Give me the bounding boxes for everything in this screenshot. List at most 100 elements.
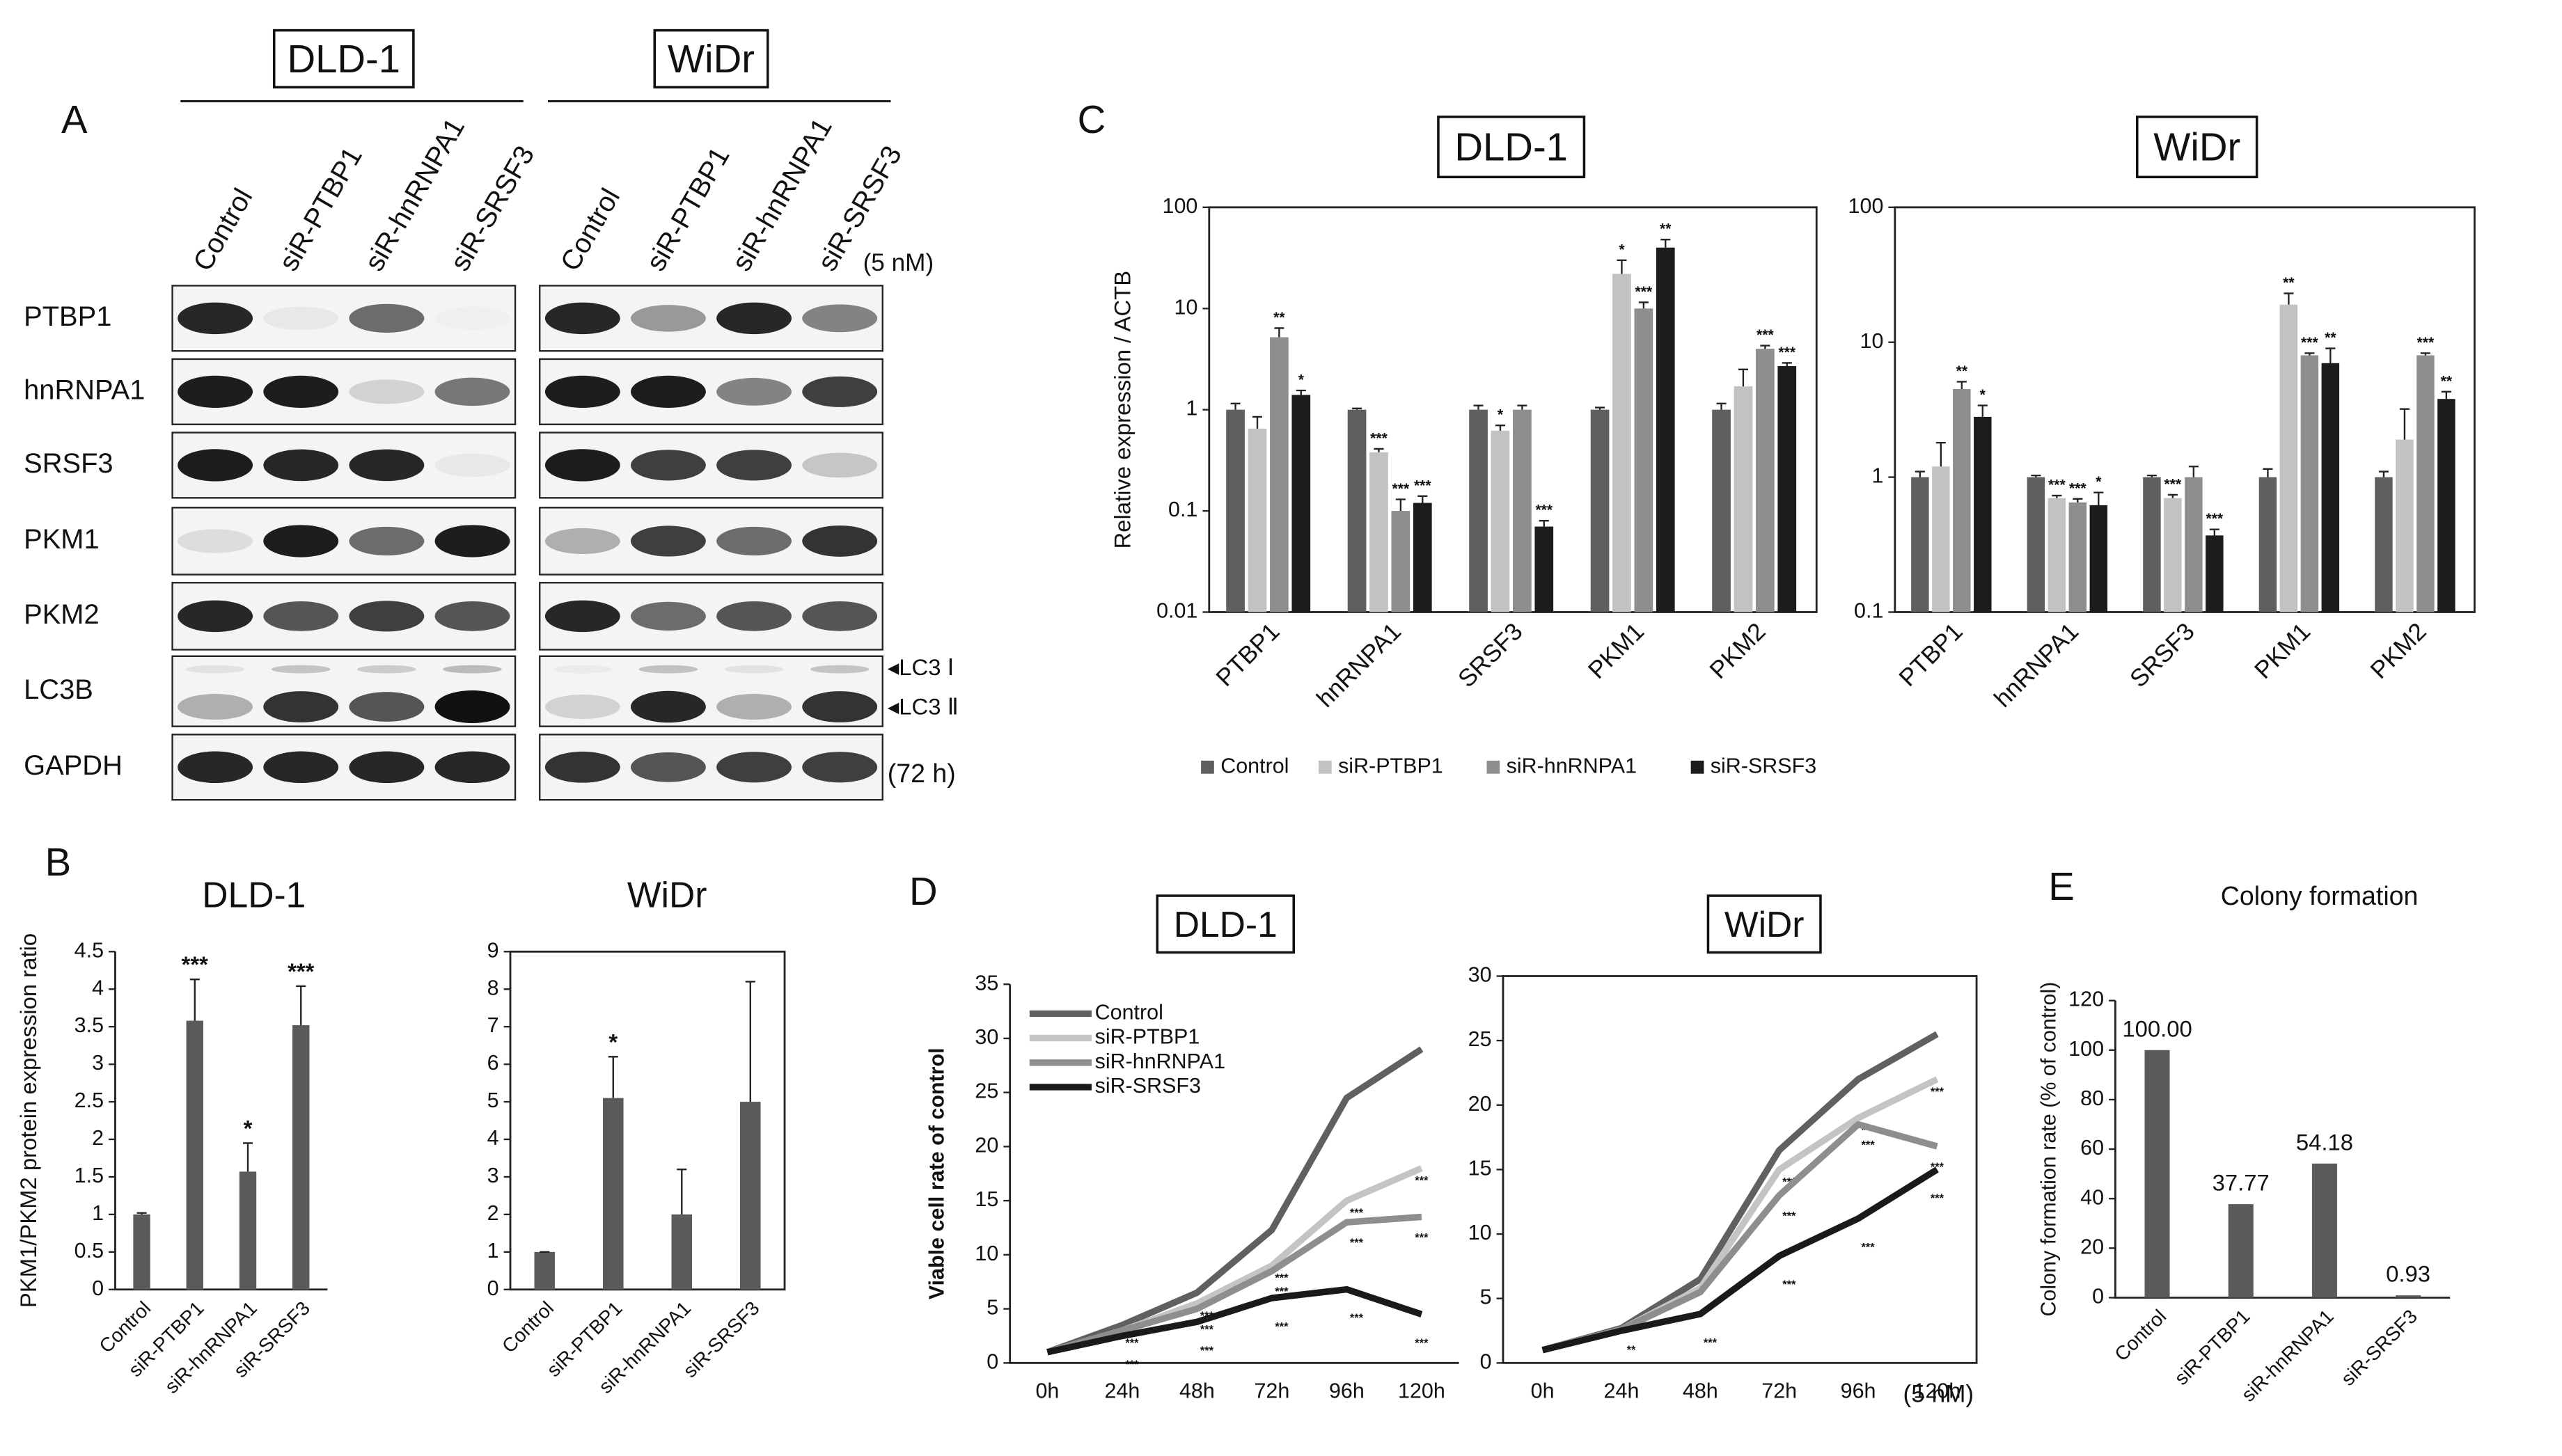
y-tick-label: 35 xyxy=(975,971,998,995)
title-box xyxy=(653,29,769,89)
title-box xyxy=(1437,116,1586,179)
bar xyxy=(2144,1050,2170,1298)
y-tick-label: 1 xyxy=(1186,397,1197,420)
panel-label: D xyxy=(909,869,938,913)
y-tick-label: 3 xyxy=(487,1164,499,1187)
blot-band xyxy=(263,375,339,408)
bar xyxy=(133,1214,150,1290)
bar xyxy=(2048,498,2066,612)
bar xyxy=(2375,477,2393,612)
error-bar xyxy=(189,979,200,1021)
significance: *** xyxy=(2069,480,2086,496)
legend-swatch xyxy=(1690,760,1704,774)
blot-band xyxy=(630,450,706,481)
blot-band xyxy=(802,525,878,557)
significance: *** xyxy=(1125,1337,1139,1350)
error-bar xyxy=(1738,368,1748,387)
y-axis-label: Viable cell rate of control xyxy=(925,1047,949,1299)
bar xyxy=(1634,308,1653,612)
blot-band xyxy=(178,529,253,553)
blot-band xyxy=(185,665,245,674)
significance: * xyxy=(608,1029,618,1054)
legend-label: siR-SRSF3 xyxy=(1095,1074,1201,1098)
value-label: 54.18 xyxy=(2296,1129,2353,1155)
significance: *** xyxy=(2048,477,2066,493)
blot-band xyxy=(630,601,706,631)
error-bar xyxy=(1517,404,1527,410)
bar xyxy=(1974,416,1992,612)
protein-label: SRSF3 xyxy=(24,448,113,479)
error-bar xyxy=(1956,381,1967,389)
y-axis-label: PKM1/PKM2 protein expression ratio xyxy=(15,933,41,1308)
bar xyxy=(186,1020,203,1290)
bar xyxy=(1612,274,1631,612)
error-bar xyxy=(296,985,306,1026)
significance: *** xyxy=(1370,430,1388,446)
significance: ** xyxy=(1660,221,1672,237)
y-tick-label: 10 xyxy=(1468,1221,1492,1244)
blot-band xyxy=(716,752,792,783)
blot-band xyxy=(434,525,510,557)
error-bar xyxy=(1296,389,1306,395)
bar xyxy=(1756,349,1775,612)
bar xyxy=(2027,477,2045,612)
y-tick-label: 2 xyxy=(487,1201,499,1225)
lc3-label: ◂LC3 Ⅱ xyxy=(888,694,959,720)
chart-title: DLD-1 xyxy=(1174,904,1278,944)
blot-band xyxy=(263,306,339,331)
bar xyxy=(2396,1295,2421,1298)
bar xyxy=(1369,452,1388,612)
chart-title: Colony formation xyxy=(2221,881,2419,910)
error-bar xyxy=(1915,470,1925,477)
y-axis-label: Colony formation rate (% of control) xyxy=(2037,982,2061,1317)
blot-band xyxy=(802,752,878,783)
blot-band xyxy=(716,693,792,720)
blot-band xyxy=(272,665,331,674)
blot-band xyxy=(802,304,878,333)
line xyxy=(1046,1285,1423,1356)
y-tick-label: 15 xyxy=(975,1187,998,1211)
title-box xyxy=(2136,116,2258,179)
blot-band xyxy=(544,449,620,482)
y-tick-label: 3.5 xyxy=(74,1013,104,1037)
y-tick-label: 0 xyxy=(92,1276,104,1300)
significance: ** xyxy=(2441,373,2453,389)
y-tick-label: 4.5 xyxy=(74,938,104,962)
y-tick-label: 3 xyxy=(92,1051,104,1075)
bar xyxy=(740,1102,761,1290)
y-tick-label: 30 xyxy=(975,1025,998,1049)
blot-band xyxy=(178,449,253,482)
error-bar xyxy=(136,1212,147,1214)
blot-band xyxy=(434,690,510,723)
error-bar xyxy=(2304,352,2315,356)
blot-band xyxy=(178,302,253,335)
error-bar xyxy=(2441,390,2451,399)
blot-band xyxy=(544,600,620,633)
y-tick-label: 7 xyxy=(487,1013,499,1037)
y-tick-label: 1.5 xyxy=(74,1164,104,1187)
blot-band xyxy=(349,526,425,556)
error-bar xyxy=(1935,441,1946,467)
y-tick-label: 100 xyxy=(1163,194,1198,218)
protein-label: PKM1 xyxy=(24,524,100,555)
line xyxy=(1046,1046,1424,1356)
x-tick-label: 48h xyxy=(1179,1379,1215,1403)
y-tick-label: 1 xyxy=(487,1239,499,1263)
bar xyxy=(1777,365,1797,612)
error-bar xyxy=(2073,498,2083,503)
blot-band xyxy=(724,665,784,674)
blot-band xyxy=(716,601,792,631)
significance: ** xyxy=(2325,330,2336,346)
bar xyxy=(2164,498,2182,612)
y-tick-label: 4 xyxy=(92,976,104,999)
bar xyxy=(2416,355,2435,612)
value-label: 37.77 xyxy=(2213,1170,2270,1196)
bar xyxy=(2321,363,2340,612)
legend-swatch xyxy=(1486,760,1500,774)
blot-band xyxy=(434,751,510,784)
x-tick-label: 48h xyxy=(1683,1379,1718,1403)
bar xyxy=(1932,466,1950,612)
panel-label: C xyxy=(1078,97,1106,141)
error-bar xyxy=(608,1056,618,1098)
